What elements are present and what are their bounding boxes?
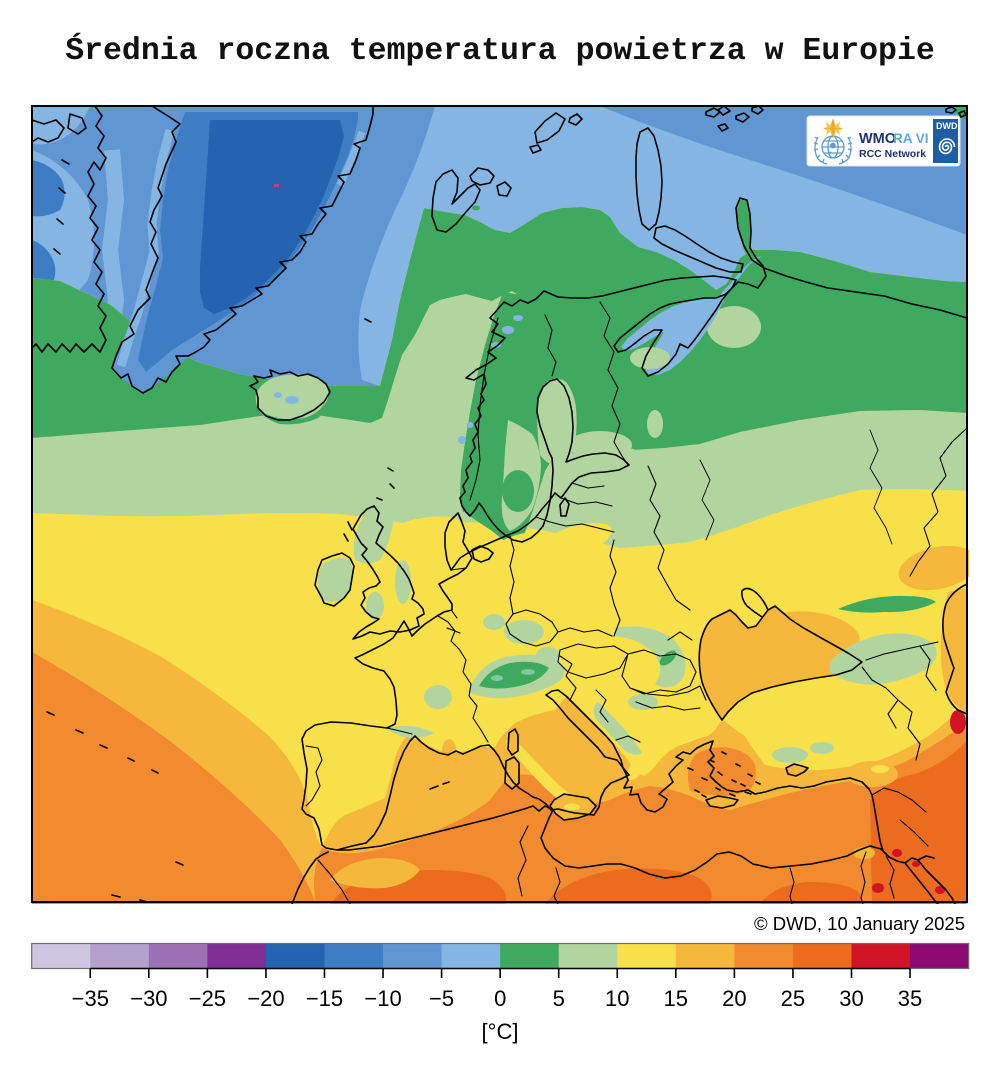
svg-text:WMO: WMO (859, 131, 896, 147)
svg-text:RA VI: RA VI (893, 131, 929, 146)
svg-text:RCC Network: RCC Network (859, 148, 926, 160)
svg-text:DWD: DWD (936, 121, 958, 131)
